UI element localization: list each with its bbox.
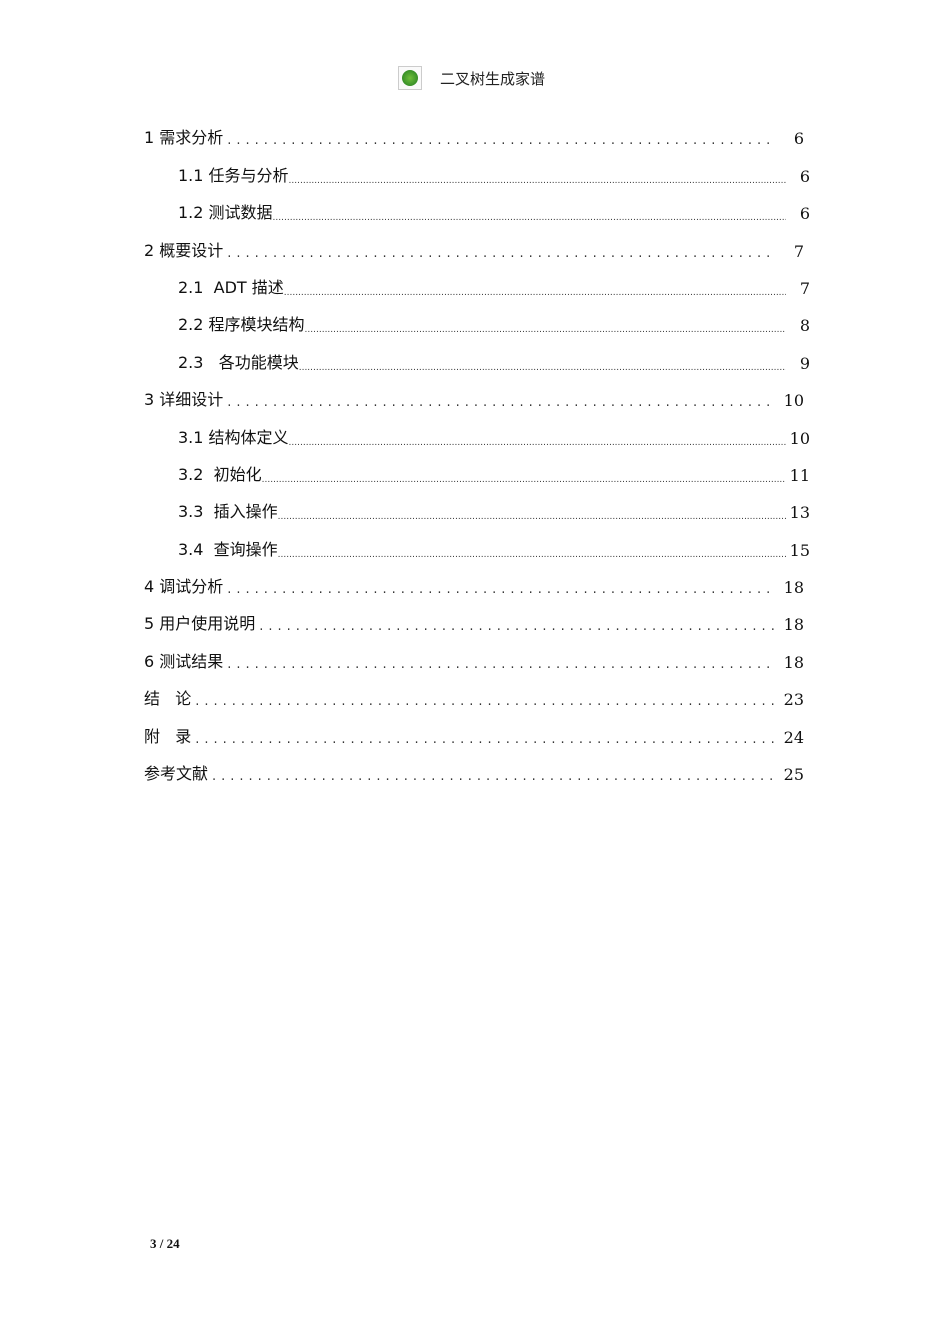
toc-entry[interactable]: 结 论.....................................… bbox=[144, 681, 814, 718]
toc-entry-page: 13 bbox=[789, 503, 810, 523]
toc-entry[interactable]: 1.2 测试数据................................… bbox=[144, 195, 814, 232]
toc-entry-page: 10 bbox=[783, 391, 804, 411]
toc-entry-label: 3.3 插入操作 bbox=[178, 502, 278, 522]
toc-entry[interactable]: 3 详细设计..................................… bbox=[144, 382, 814, 419]
toc-entry-page: 8 bbox=[799, 316, 810, 336]
toc-entry[interactable]: 1 需求分析..................................… bbox=[144, 120, 814, 157]
dot-leader: ........................................… bbox=[195, 694, 776, 710]
toc-entry-page: 23 bbox=[783, 690, 804, 710]
toc-entry-page: 7 bbox=[799, 278, 810, 298]
toc-entry-page: 7 bbox=[793, 241, 804, 261]
toc-entry[interactable]: 2.3 各功能模块...............................… bbox=[144, 344, 814, 381]
toc-entry[interactable]: 3.1 结构体定义...............................… bbox=[144, 419, 814, 456]
toc-entry-label: 4 调试分析 bbox=[144, 577, 224, 597]
dot-leader: ........................................… bbox=[277, 549, 786, 560]
toc-entry[interactable]: 6 测试结果..................................… bbox=[144, 643, 814, 680]
toc-entry-page: 9 bbox=[799, 353, 810, 373]
toc-entry[interactable]: 5 用户使用说明................................… bbox=[144, 606, 814, 643]
toc-entry-label: 1.2 测试数据 bbox=[178, 203, 273, 223]
toc-entry-page: 18 bbox=[783, 652, 804, 672]
dot-leader: ........................................… bbox=[195, 731, 776, 747]
toc-entry-page: 6 bbox=[793, 129, 804, 149]
toc-entry-label: 1.1 任务与分析 bbox=[178, 165, 289, 185]
dot-leader: ........................................… bbox=[227, 395, 776, 411]
toc-entry[interactable]: 2.1 ADT 描述..............................… bbox=[144, 270, 814, 307]
toc-entry-label: 3.2 初始化 bbox=[178, 464, 262, 484]
toc-entry-label: 6 测试结果 bbox=[144, 651, 224, 671]
toc-entry-page: 18 bbox=[783, 615, 804, 635]
toc-entry-label: 2.2 程序模块结构 bbox=[178, 315, 305, 335]
toc-entry[interactable]: 附 录.....................................… bbox=[144, 718, 814, 755]
toc-entry[interactable]: 3.3 插入操作................................… bbox=[144, 494, 814, 531]
toc-entry-label: 2.3 各功能模块 bbox=[178, 352, 299, 372]
page-number: 3 / 24 bbox=[150, 1236, 180, 1251]
header-title: 二叉树生成家谱 bbox=[440, 69, 546, 88]
dot-leader: ........................................… bbox=[227, 582, 776, 598]
toc-entry-page: 10 bbox=[789, 428, 810, 448]
dot-leader: ........................................… bbox=[272, 213, 786, 224]
dot-leader: ........................................… bbox=[212, 769, 776, 785]
toc-entry-page: 6 bbox=[799, 166, 810, 186]
dot-leader: ........................................… bbox=[259, 619, 776, 635]
dot-leader: ........................................… bbox=[283, 287, 786, 298]
dot-leader: ........................................… bbox=[227, 656, 776, 672]
dot-leader: ........................................… bbox=[304, 325, 786, 336]
toc-entry-page: 25 bbox=[783, 765, 804, 785]
dot-leader: ........................................… bbox=[227, 133, 776, 149]
toc-entry-label: 2 概要设计 bbox=[144, 240, 224, 260]
page-header: 二叉树生成家谱 bbox=[398, 66, 545, 90]
toc-entry[interactable]: 3.4 查询操作................................… bbox=[144, 531, 814, 568]
toc-entry-label: 参考文献 bbox=[144, 764, 209, 784]
toc-entry-label: 1 需求分析 bbox=[144, 128, 224, 148]
toc-entry-page: 6 bbox=[799, 204, 810, 224]
toc-entry[interactable]: 4 调试分析..................................… bbox=[144, 569, 814, 606]
dot-leader: ........................................… bbox=[277, 512, 786, 523]
dot-leader: ........................................… bbox=[261, 474, 786, 485]
toc-entry-label: 结 论 bbox=[144, 689, 192, 709]
logo-icon bbox=[398, 66, 422, 90]
toc-entry-page: 18 bbox=[783, 578, 804, 598]
toc-entry[interactable]: 1.1 任务与分析...............................… bbox=[144, 157, 814, 194]
toc-entry-label: 2.1 ADT 描述 bbox=[178, 277, 284, 297]
table-of-contents: 1 需求分析..................................… bbox=[144, 120, 814, 793]
toc-entry[interactable]: 2.2 程序模块结构..............................… bbox=[144, 307, 814, 344]
toc-entry[interactable]: 3.2 初始化.................................… bbox=[144, 457, 814, 494]
toc-entry[interactable]: 2 概要设计..................................… bbox=[144, 232, 814, 269]
dot-leader: ........................................… bbox=[288, 437, 786, 448]
toc-entry-label: 5 用户使用说明 bbox=[144, 614, 256, 634]
toc-entry-label: 3.4 查询操作 bbox=[178, 539, 278, 559]
toc-entry-label: 附 录 bbox=[144, 726, 192, 746]
toc-entry-page: 11 bbox=[789, 465, 810, 485]
toc-entry-label: 3 详细设计 bbox=[144, 390, 224, 410]
toc-entry-page: 15 bbox=[789, 540, 810, 560]
toc-entry-page: 24 bbox=[783, 727, 804, 747]
toc-entry-label: 3.1 结构体定义 bbox=[178, 427, 289, 447]
toc-entry[interactable]: 参考文献....................................… bbox=[144, 756, 814, 793]
dot-leader: ........................................… bbox=[298, 362, 786, 373]
dot-leader: ........................................… bbox=[288, 175, 786, 186]
dot-leader: ........................................… bbox=[227, 245, 776, 261]
